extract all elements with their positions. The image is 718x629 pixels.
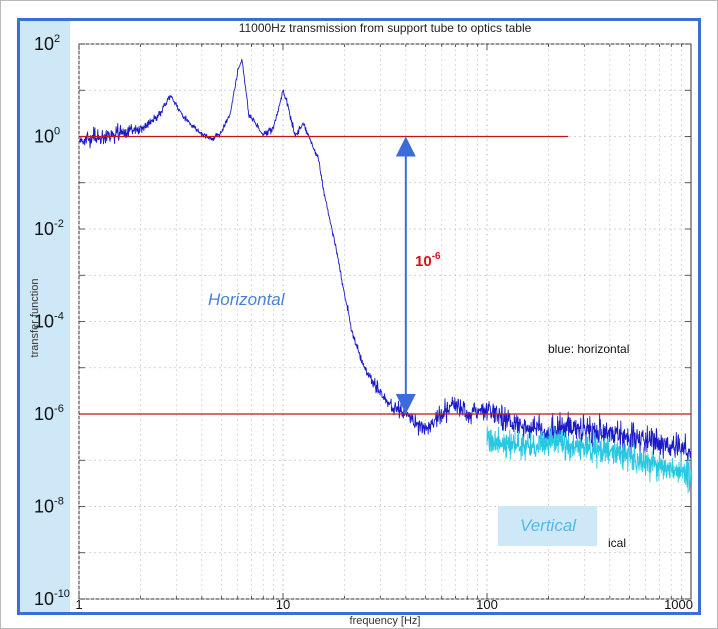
y-tick-base: 10 bbox=[34, 312, 54, 332]
arrow-head-up bbox=[395, 136, 416, 157]
y-tick-label: 10-8 bbox=[34, 496, 64, 517]
legend-entry-vertical: ical bbox=[608, 536, 626, 550]
y-tick-exponent: 2 bbox=[54, 33, 60, 45]
y-tick-base: 10 bbox=[34, 127, 54, 147]
grid bbox=[78, 43, 691, 600]
x-tick-labels: 1 10 100 1000 bbox=[75, 597, 693, 612]
y-tick-base: 10 bbox=[34, 34, 54, 54]
chart-title: 11000Hz transmission from support tube t… bbox=[239, 21, 532, 35]
y-tick-base: 10 bbox=[34, 219, 54, 239]
y-tick-exponent: 0 bbox=[54, 126, 60, 138]
y-axis-label: transfer function bbox=[29, 279, 41, 358]
arrow-head-down bbox=[395, 394, 416, 414]
y-tick-base: 10 bbox=[34, 497, 54, 517]
series-layer bbox=[79, 58, 691, 494]
reference-lines bbox=[79, 135, 691, 415]
x-tick-label: 100 bbox=[476, 597, 498, 612]
annotation-ratio: 10-6 bbox=[415, 251, 441, 270]
x-tick-label: 10 bbox=[276, 597, 290, 612]
y-tick-label: 10-6 bbox=[34, 403, 64, 424]
annotation-horizontal: Horizontal bbox=[208, 290, 286, 309]
y-tick-base: 10 bbox=[34, 404, 54, 424]
x-axis-label: frequency [Hz] bbox=[350, 615, 421, 627]
y-tick-label: 10-10 bbox=[34, 588, 70, 609]
x-tick-label: 1000 bbox=[664, 597, 693, 612]
x-tick-label: 1 bbox=[75, 597, 82, 612]
annotation-vertical: Vertical bbox=[520, 516, 577, 535]
ratio-arrow bbox=[395, 136, 416, 414]
y-tick-exponent: -8 bbox=[54, 496, 64, 508]
y-tick-label-highlight bbox=[20, 21, 70, 612]
y-tick-exponent: -10 bbox=[54, 588, 70, 600]
y-tick-base: 10 bbox=[34, 589, 54, 609]
y-tick-label: 100 bbox=[34, 126, 60, 147]
slide-border bbox=[17, 18, 701, 615]
series-line-horizontal bbox=[79, 58, 691, 461]
annotation-ratio-exponent: -6 bbox=[432, 251, 441, 262]
vertical-label-box bbox=[498, 506, 597, 546]
y-tick-label: 102 bbox=[34, 33, 60, 54]
series-line-vertical bbox=[486, 425, 691, 494]
y-tick-exponent: -2 bbox=[54, 218, 64, 230]
y-tick-exponent: -4 bbox=[54, 311, 64, 323]
y-tick-exponent: -6 bbox=[54, 403, 64, 415]
y-tick-label: 10-2 bbox=[34, 218, 64, 239]
annotation-ratio-base: 10 bbox=[415, 253, 432, 270]
legend-entry-horizontal: blue: horizontal bbox=[548, 342, 629, 356]
y-tick-label: 10-4 bbox=[34, 311, 64, 332]
